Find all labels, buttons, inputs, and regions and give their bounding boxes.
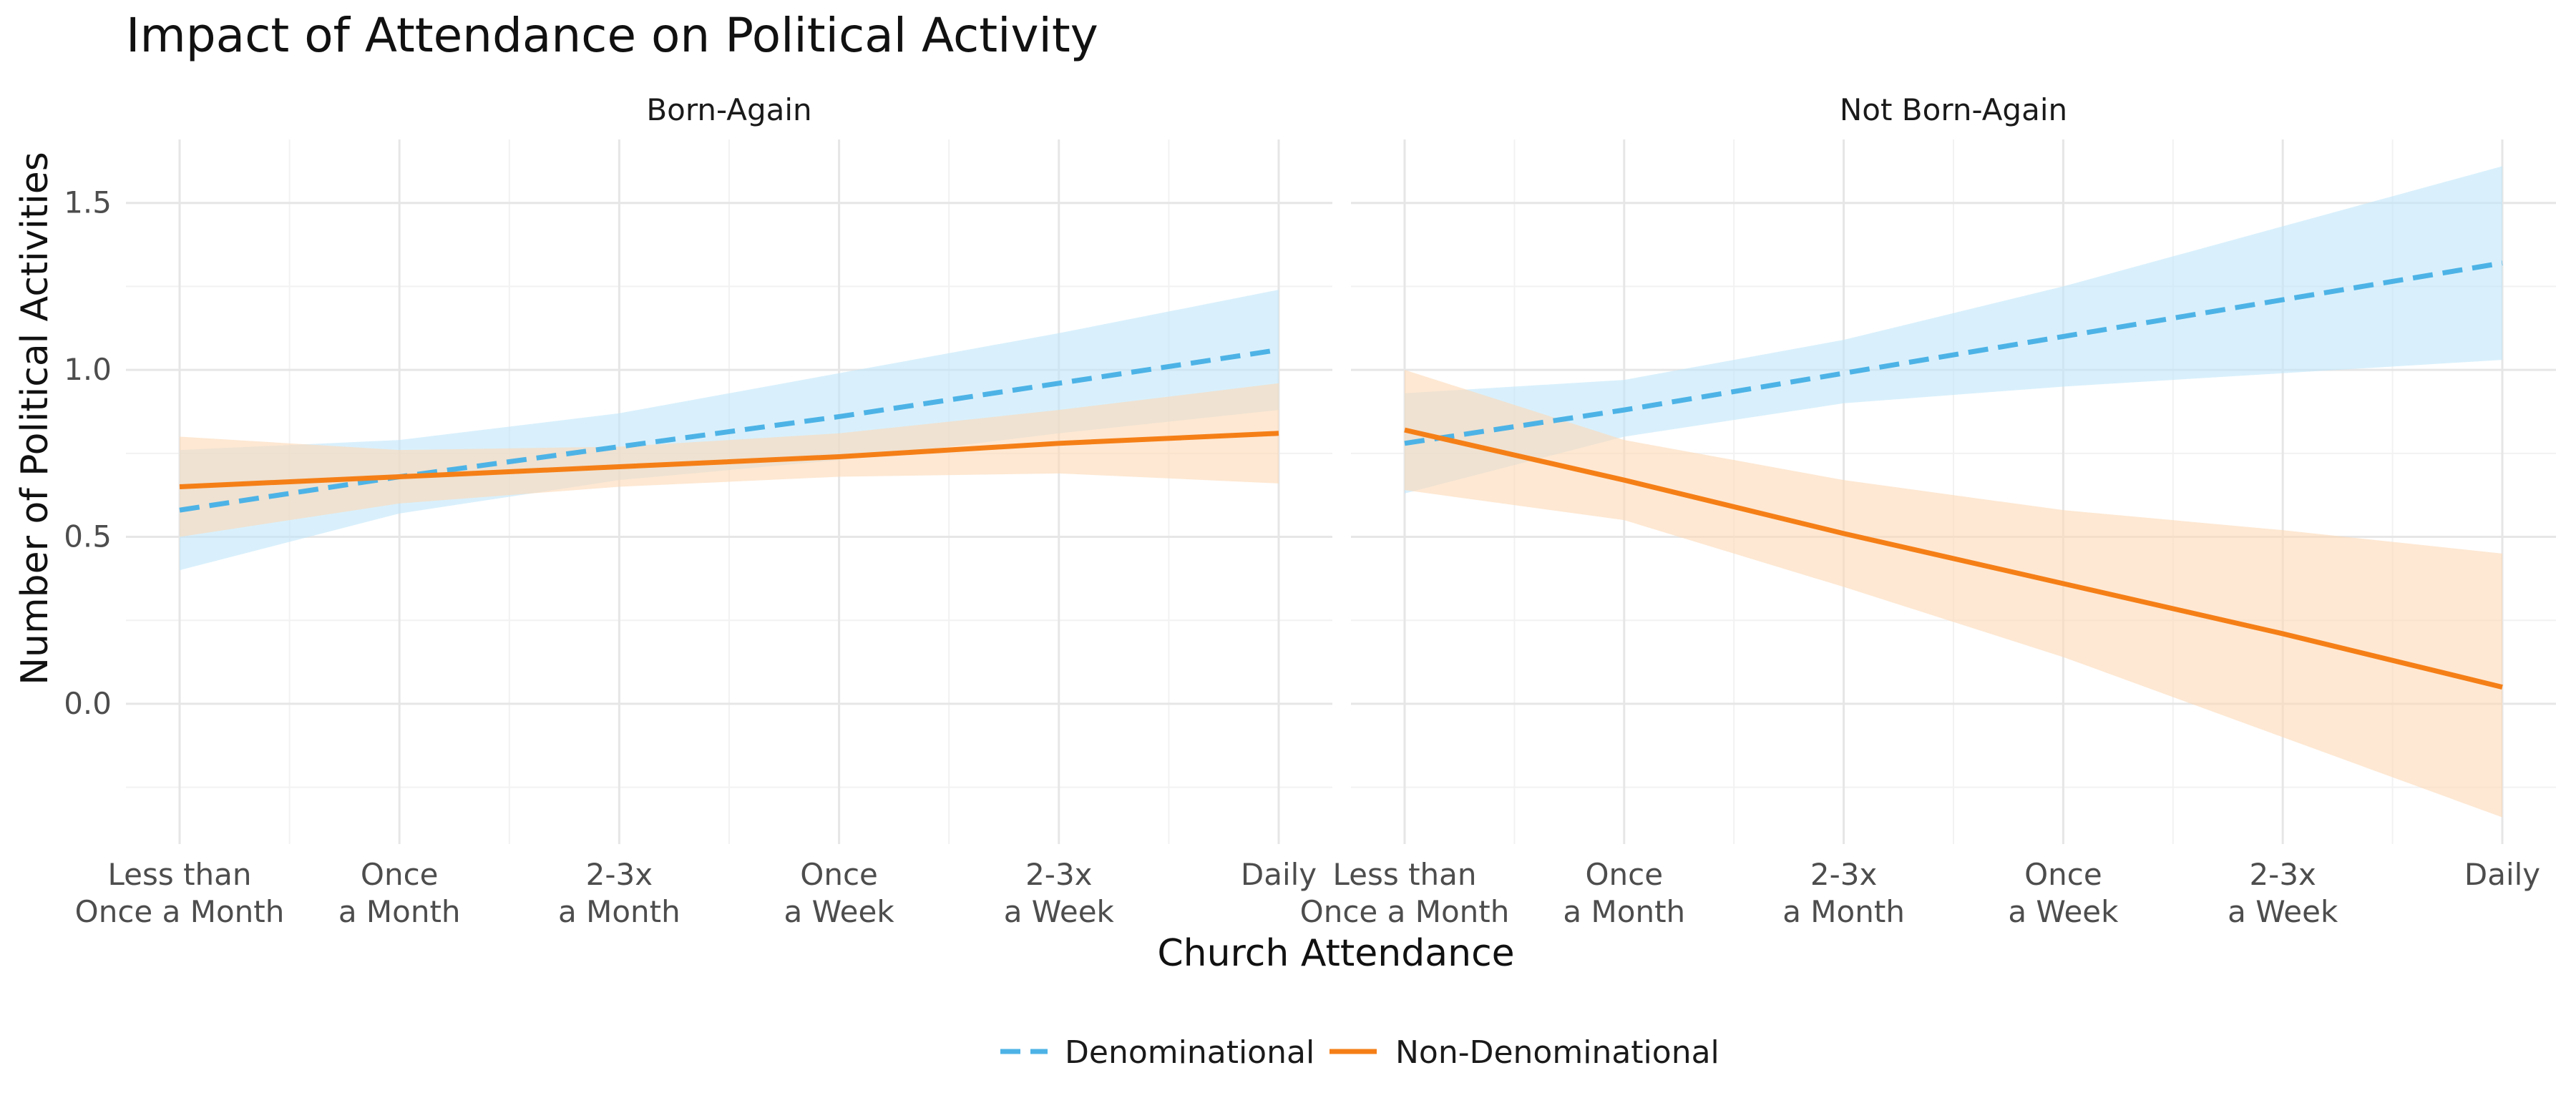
- legend: Denominational Non-Denominational: [1000, 1034, 1719, 1071]
- y-axis-title: Number of Political Activities: [14, 152, 57, 685]
- x-tick-label: Daily: [2464, 857, 2540, 892]
- y-tick-label: 1.0: [64, 352, 112, 387]
- y-tick-label: 0.0: [64, 686, 112, 721]
- x-tick-label: Once a Week: [784, 857, 895, 929]
- facet-panel: Born-Again 0.0 0.5 1.0 1.5 Less than Once a Mo…: [64, 92, 1332, 929]
- legend-label: Non-Denominational: [1395, 1034, 1719, 1071]
- x-tick-label: Once a Month: [338, 857, 461, 929]
- x-tick-label: 2-3x a Week: [2228, 857, 2338, 929]
- confidence-band: [1405, 370, 2502, 818]
- y-tick-label: 1.5: [64, 185, 112, 220]
- x-tick-label: Less than Once a Month: [1300, 857, 1510, 929]
- x-tick-label: Daily: [1241, 857, 1317, 892]
- x-tick-label: 2-3x a Month: [558, 857, 680, 929]
- series-line: [179, 431, 1279, 489]
- y-tick-label: 0.5: [64, 519, 112, 554]
- x-tick-label: Once a Month: [1563, 857, 1685, 929]
- series-line: [1404, 427, 2503, 690]
- x-tick-label: 2-3x a Month: [1782, 857, 1905, 929]
- x-tick-label: 2-3x a Week: [1004, 857, 1115, 929]
- x-tick-label: Less than Once a Month: [75, 857, 285, 929]
- legend-item: Denominational: [1000, 1034, 1314, 1071]
- confidence-band: [1405, 166, 2502, 494]
- facet-strip-label: Not Born-Again: [1840, 92, 2067, 127]
- legend-label: Denominational: [1065, 1034, 1314, 1071]
- series-line: [179, 347, 1279, 513]
- x-tick-label: Once a Week: [2008, 857, 2119, 929]
- series-line: [1404, 260, 2503, 446]
- facet-strip-label: Born-Again: [646, 92, 811, 127]
- chart-title: Impact of Attendance on Political Activi…: [126, 8, 1098, 63]
- legend-item: Non-Denominational: [1330, 1034, 1719, 1071]
- facet-panel: Not Born-Again Less than Once a Month Once a…: [1300, 92, 2556, 929]
- x-axis-title: Church Attendance: [1157, 932, 1514, 975]
